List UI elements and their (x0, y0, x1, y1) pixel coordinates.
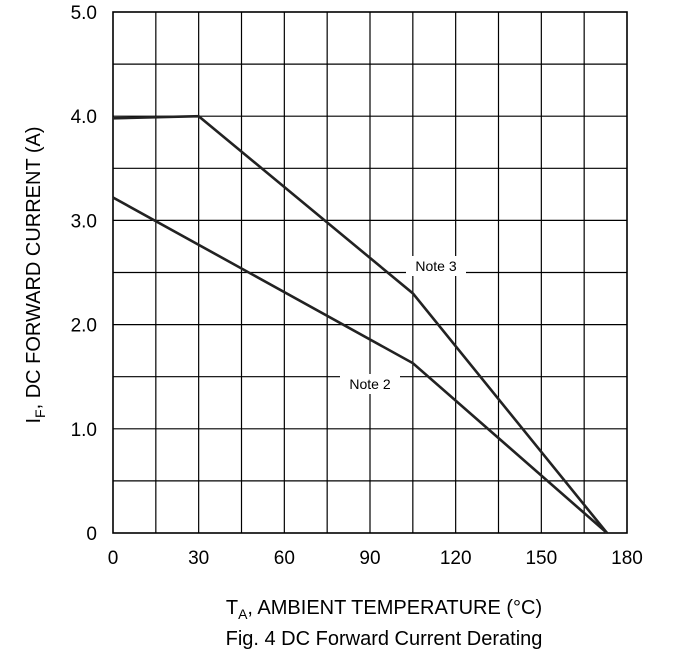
y-axis-title: IF, DC FORWARD CURRENT (A) (23, 126, 48, 423)
series-line-note-3 (112, 114, 609, 534)
y-tick-label: 1.0 (71, 420, 97, 441)
figure-caption: Fig. 4 DC Forward Current Derating (226, 628, 543, 650)
note-3-label: Note 3 (415, 258, 456, 274)
x-tick-label: 90 (359, 548, 380, 569)
series-line-note-2 (112, 196, 608, 534)
y-tick-label: 4.0 (71, 107, 97, 128)
x-tick-label: 180 (611, 548, 643, 569)
note-label-background (406, 256, 466, 276)
x-tick-label: 0 (108, 548, 119, 569)
series-group: Note 3 Note 2 (112, 114, 609, 534)
x-tick-label: 60 (274, 548, 295, 569)
tick-labels: 0 30 60 90 120 150 180 0 1.0 2.0 3.0 4.0 5.0 (71, 3, 643, 569)
x-axis-title: TA, AMBIENT TEMPERATURE (°C) (226, 597, 542, 622)
y-tick-label: 0 (86, 524, 97, 545)
grid (112, 11, 628, 534)
x-tick-label: 150 (525, 548, 557, 569)
y-tick-label: 3.0 (71, 211, 97, 232)
note-label-background (340, 374, 400, 394)
x-tick-label: 120 (440, 548, 472, 569)
y-tick-label: 5.0 (71, 3, 97, 24)
y-tick-label: 2.0 (71, 316, 97, 337)
x-tick-label: 30 (188, 548, 209, 569)
note-2-label: Note 2 (349, 376, 390, 392)
